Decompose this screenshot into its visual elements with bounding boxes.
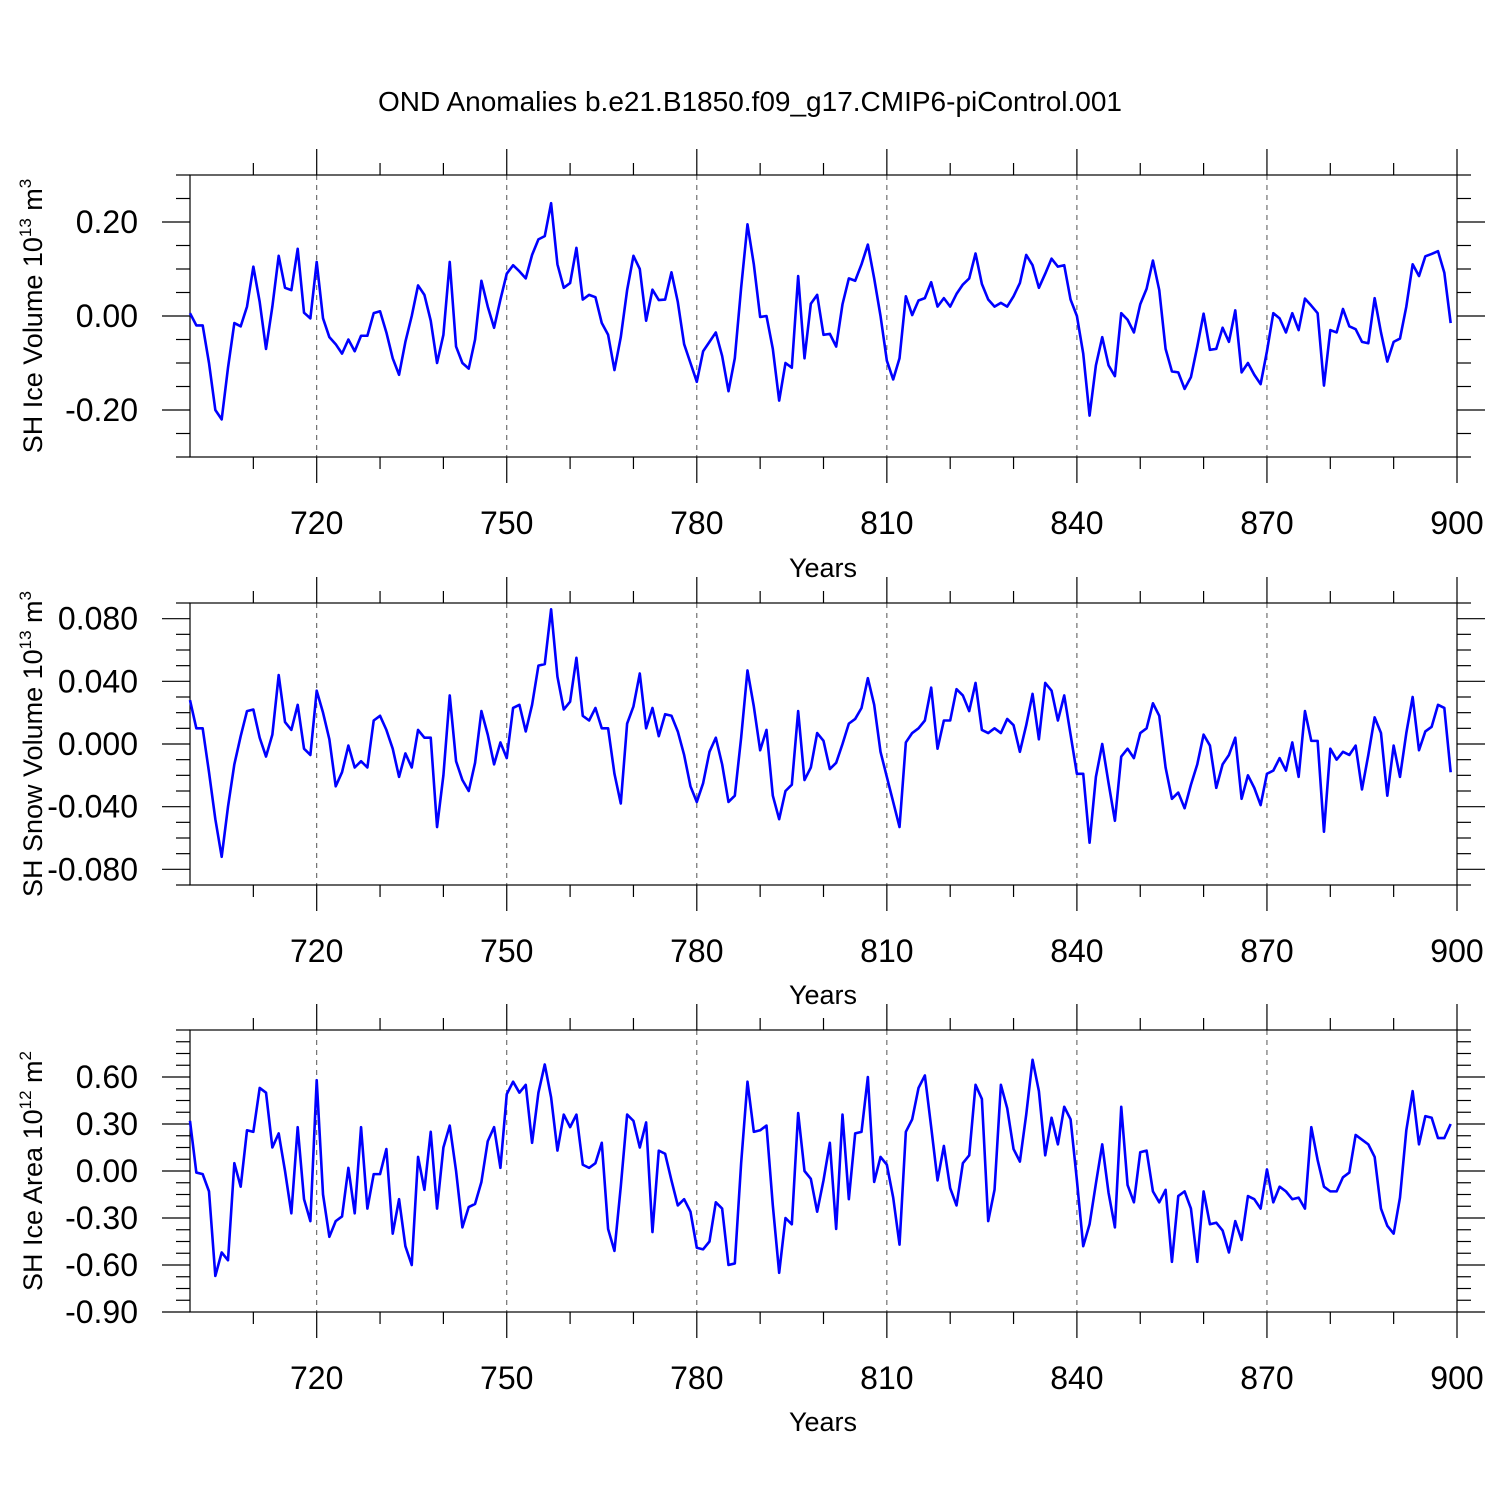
y-tick-label: 0.000 [58, 726, 138, 762]
y-tick-label: -0.60 [65, 1247, 138, 1283]
panel-snow-volume: 720 750 780 810 840 870 900 0.080 0.040 0.000 -0.0… [16, 577, 1485, 1010]
y-tick-label: -0.20 [65, 392, 138, 428]
x-tick-label: 750 [480, 933, 533, 969]
y-tick-label: 0.60 [76, 1059, 138, 1095]
x-axis-title: Years [789, 553, 857, 583]
x-tick-label: 900 [1430, 1360, 1483, 1396]
x-tick-label: 810 [860, 505, 913, 541]
series-line [188, 201, 1452, 421]
x-tick-label: 810 [860, 933, 913, 969]
y-axis-title: SH Ice Volume 1013 m3 [16, 179, 48, 454]
x-tick-label: 810 [860, 1360, 913, 1396]
x-tick-label: 900 [1430, 505, 1483, 541]
y-tick-label: -0.040 [47, 789, 138, 825]
x-tick-label: 840 [1050, 505, 1103, 541]
y-tick-label: 0.00 [76, 1153, 138, 1189]
x-tick-label: 780 [670, 933, 723, 969]
y-axis-title: SH Snow Volume 1013 m3 [16, 591, 48, 897]
y-tick-label: -0.90 [65, 1294, 138, 1330]
x-tick-label: 870 [1240, 933, 1293, 969]
series-line [188, 607, 1452, 859]
y-tick-label: 0.30 [76, 1106, 138, 1142]
x-axis-title: Years [789, 1407, 857, 1437]
y-axis-title: SH Ice Area 1012 m2 [16, 1051, 48, 1291]
y-tick-label: 0.20 [76, 204, 138, 240]
x-tick-label: 840 [1050, 1360, 1103, 1396]
x-tick-label: 870 [1240, 505, 1293, 541]
x-tick-label: 720 [290, 1360, 343, 1396]
x-tick-label: 720 [290, 933, 343, 969]
x-tick-label: 750 [480, 1360, 533, 1396]
x-tick-label: 720 [290, 505, 343, 541]
y-tick-label: 0.040 [58, 663, 138, 699]
series-line [188, 1058, 1452, 1278]
chart-title: OND Anomalies b.e21.B1850.f09_g17.CMIP6-… [378, 86, 1122, 117]
panel-ice-volume: 720 750 780 810 840 870 900 0.20 0.00 -0.20 Years S… [16, 149, 1485, 583]
x-tick-label: 840 [1050, 933, 1103, 969]
x-tick-label: 870 [1240, 1360, 1293, 1396]
y-tick-label: 0.080 [58, 601, 138, 637]
x-tick-label: 780 [670, 505, 723, 541]
x-axis-title: Years [789, 980, 857, 1010]
y-tick-label: -0.30 [65, 1200, 138, 1236]
y-tick-label: 0.00 [76, 298, 138, 334]
y-tick-label: -0.080 [47, 851, 138, 887]
x-tick-label: 780 [670, 1360, 723, 1396]
panel-ice-area: 720 750 780 810 840 870 900 0.60 0.30 0.00 -0.30 -0… [16, 1004, 1485, 1437]
x-tick-label: 750 [480, 505, 533, 541]
x-tick-label: 900 [1430, 933, 1483, 969]
